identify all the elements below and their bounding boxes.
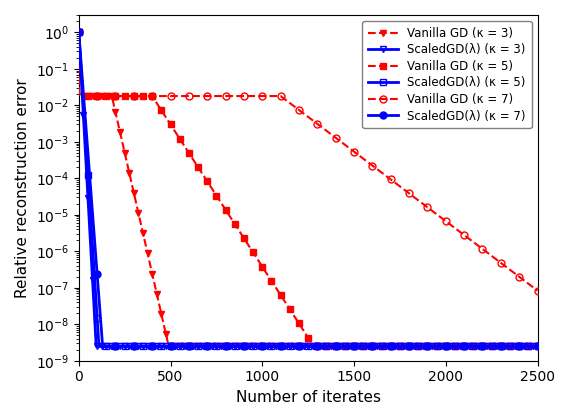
Line: Vanilla GD (κ = 7): Vanilla GD (κ = 7): [75, 29, 541, 294]
ScaledGD(λ) (κ = 3): [165, 344, 172, 349]
ScaledGD(λ) (κ = 5): [210, 344, 217, 349]
ScaledGD(λ) (κ = 5): [92, 298, 99, 303]
ScaledGD(λ) (κ = 5): [164, 344, 170, 349]
Line: Vanilla GD (κ = 5): Vanilla GD (κ = 5): [75, 29, 541, 350]
ScaledGD(λ) (κ = 3): [164, 344, 170, 349]
ScaledGD(λ) (κ = 5): [312, 344, 319, 349]
ScaledGD(λ) (κ = 7): [165, 344, 172, 349]
Line: ScaledGD(λ) (κ = 7): ScaledGD(λ) (κ = 7): [75, 29, 541, 350]
Vanilla GD (κ = 7): [75, 30, 82, 35]
Vanilla GD (κ = 3): [75, 30, 82, 35]
ScaledGD(λ) (κ = 7): [164, 344, 170, 349]
Vanilla GD (κ = 7): [312, 120, 319, 125]
ScaledGD(λ) (κ = 7): [210, 344, 217, 349]
Vanilla GD (κ = 3): [534, 344, 541, 349]
ScaledGD(λ) (κ = 5): [75, 30, 82, 35]
ScaledGD(λ) (κ = 7): [99, 344, 106, 349]
ScaledGD(λ) (κ = 7): [75, 30, 82, 35]
ScaledGD(λ) (κ = 7): [119, 344, 125, 349]
Legend: Vanilla GD (κ = 3), ScaledGD(λ) (κ = 3), Vanilla GD (κ = 5), ScaledGD(λ) (κ = 5): Vanilla GD (κ = 3), ScaledGD(λ) (κ = 3),…: [363, 21, 532, 129]
ScaledGD(λ) (κ = 5): [119, 344, 125, 349]
X-axis label: Number of iterates: Number of iterates: [235, 390, 381, 405]
Vanilla GD (κ = 7): [119, 94, 125, 99]
ScaledGD(λ) (κ = 7): [92, 257, 99, 262]
ScaledGD(λ) (κ = 3): [312, 344, 319, 349]
ScaledGD(λ) (κ = 3): [210, 344, 217, 349]
Vanilla GD (κ = 3): [92, 94, 99, 99]
Vanilla GD (κ = 3): [210, 344, 217, 349]
ScaledGD(λ) (κ = 3): [93, 344, 100, 349]
ScaledGD(λ) (κ = 7): [312, 344, 319, 349]
ScaledGD(λ) (κ = 5): [165, 344, 172, 349]
Vanilla GD (κ = 5): [534, 344, 541, 349]
Line: Vanilla GD (κ = 3): Vanilla GD (κ = 3): [75, 29, 541, 350]
Vanilla GD (κ = 5): [210, 188, 217, 193]
Vanilla GD (κ = 3): [165, 344, 172, 349]
Vanilla GD (κ = 7): [164, 94, 170, 99]
ScaledGD(λ) (κ = 3): [92, 340, 99, 345]
Vanilla GD (κ = 5): [310, 344, 317, 349]
Vanilla GD (κ = 7): [534, 288, 541, 293]
Line: ScaledGD(λ) (κ = 3): ScaledGD(λ) (κ = 3): [75, 29, 541, 350]
Vanilla GD (κ = 5): [75, 30, 82, 35]
ScaledGD(λ) (κ = 7): [534, 344, 541, 349]
Vanilla GD (κ = 7): [210, 94, 217, 99]
Vanilla GD (κ = 5): [92, 94, 99, 99]
Vanilla GD (κ = 5): [312, 344, 319, 349]
Vanilla GD (κ = 5): [119, 94, 125, 99]
ScaledGD(λ) (κ = 5): [96, 344, 103, 349]
ScaledGD(λ) (κ = 3): [119, 344, 125, 349]
Vanilla GD (κ = 3): [312, 344, 319, 349]
Vanilla GD (κ = 7): [165, 94, 172, 99]
Line: ScaledGD(λ) (κ = 5): ScaledGD(λ) (κ = 5): [75, 29, 541, 350]
ScaledGD(λ) (κ = 5): [534, 344, 541, 349]
Vanilla GD (κ = 3): [164, 336, 170, 341]
Vanilla GD (κ = 5): [164, 116, 170, 121]
Vanilla GD (κ = 7): [92, 94, 99, 99]
Vanilla GD (κ = 3): [119, 139, 125, 144]
ScaledGD(λ) (κ = 3): [75, 30, 82, 35]
Y-axis label: Relative reconstruction error: Relative reconstruction error: [15, 78, 30, 298]
ScaledGD(λ) (κ = 3): [534, 344, 541, 349]
Vanilla GD (κ = 5): [165, 119, 172, 124]
Vanilla GD (κ = 3): [165, 343, 172, 348]
